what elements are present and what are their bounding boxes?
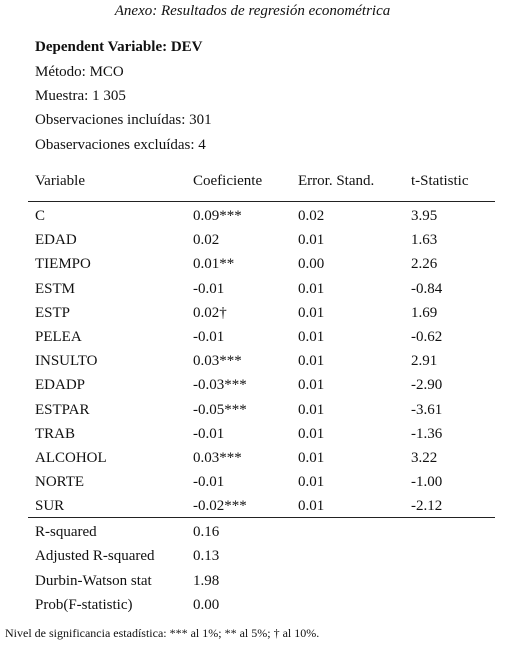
- variable-name: C: [35, 208, 46, 224]
- table-cell: 0.01: [298, 329, 325, 345]
- table-cell: 3.95: [411, 208, 438, 224]
- stat-value: 0.16: [193, 524, 220, 540]
- table-cell: 0.01: [298, 304, 325, 321]
- table-cell: 0.01**: [193, 256, 235, 273]
- column-header: t-Statistic: [411, 173, 469, 189]
- table-cell: 1.69: [411, 304, 438, 321]
- table-cell: -0.84: [411, 280, 443, 297]
- variable-name: ALCOHOL: [35, 450, 107, 466]
- table-cell: 0.02: [298, 208, 325, 224]
- variable-name: TIEMPO: [35, 256, 91, 273]
- variable-name: INSULTO: [35, 353, 98, 370]
- header-line: Obaservaciones excluídas: 4: [35, 136, 206, 153]
- header-rule: [28, 201, 495, 202]
- table-cell: 0.00: [298, 256, 325, 273]
- stat-value: 1.98: [193, 572, 220, 589]
- variable-name: EDAD: [35, 232, 77, 249]
- variable-name: ESTP: [35, 304, 71, 321]
- table-cell: -0.03***: [193, 377, 247, 394]
- table-cell: -1.36: [411, 425, 443, 442]
- table-cell: -0.01: [193, 329, 225, 345]
- stat-label: R-squared: [35, 524, 97, 540]
- table-cell: 0.01: [298, 498, 325, 515]
- table-cell: -3.61: [411, 401, 443, 418]
- table-cell: -0.01: [193, 425, 225, 442]
- table-cell: 0.03***: [193, 450, 242, 466]
- table-cell: 3.22: [411, 450, 438, 466]
- variable-name: TRAB: [35, 425, 76, 442]
- table-cell: 0.01: [298, 450, 325, 466]
- header-line: Observaciones incluídas: 301: [35, 112, 212, 129]
- table-cell: 1.63: [411, 232, 438, 249]
- table-cell: 0.02: [193, 232, 220, 249]
- table-cell: -2.90: [411, 377, 443, 394]
- stat-label: Prob(F-statistic): [35, 596, 133, 613]
- title: Anexo: Resultados de regresión econométr…: [114, 3, 391, 19]
- column-header: Error. Stand.: [298, 173, 375, 189]
- variable-name: EDADP: [35, 377, 86, 394]
- table-cell: -2.12: [411, 498, 443, 515]
- header-line: Muestra: 1 305: [35, 88, 126, 105]
- header-line: Método: MCO: [35, 64, 124, 80]
- variable-name: ESTM: [35, 280, 76, 297]
- stat-label: Durbin-Watson stat: [35, 572, 152, 589]
- table-cell: 0.01: [298, 377, 325, 394]
- column-header: Variable: [35, 173, 85, 189]
- table-cell: -0.05***: [193, 401, 247, 418]
- variable-name: SUR: [35, 498, 65, 515]
- table-cell: 0.03***: [193, 353, 242, 370]
- table-cell: -0.01: [193, 474, 225, 491]
- table-cell: 0.01: [298, 232, 325, 249]
- table-cell: 0.01: [298, 353, 325, 370]
- table-cell: 0.01: [298, 280, 325, 297]
- variable-name: ESTPAR: [35, 401, 90, 418]
- table-cell: 2.26: [411, 256, 438, 273]
- table-cell: -0.01: [193, 280, 225, 297]
- table-cell: 0.01: [298, 474, 325, 491]
- stat-value: 0.00: [193, 596, 220, 613]
- variable-name: NORTE: [35, 474, 85, 491]
- table-cell: -0.62: [411, 329, 443, 345]
- stat-label: Adjusted R-squared: [35, 548, 155, 565]
- table-cell: 0.01: [298, 425, 325, 442]
- table-cell: 0.02†: [193, 304, 227, 321]
- column-header: Coeficiente: [193, 173, 263, 189]
- table-cell: 0.09***: [193, 208, 242, 224]
- table-cell: 0.01: [298, 401, 325, 418]
- variable-name: PELEA: [35, 329, 82, 345]
- footnote: Nivel de significancia estadística: *** …: [5, 626, 320, 640]
- table-cell: -1.00: [411, 474, 443, 491]
- table-cell: 2.91: [411, 353, 438, 370]
- dependent-variable: Dependent Variable: DEV: [35, 39, 203, 55]
- table-end-rule: [28, 517, 495, 518]
- table-cell: -0.02***: [193, 498, 247, 515]
- stat-value: 0.13: [193, 548, 220, 565]
